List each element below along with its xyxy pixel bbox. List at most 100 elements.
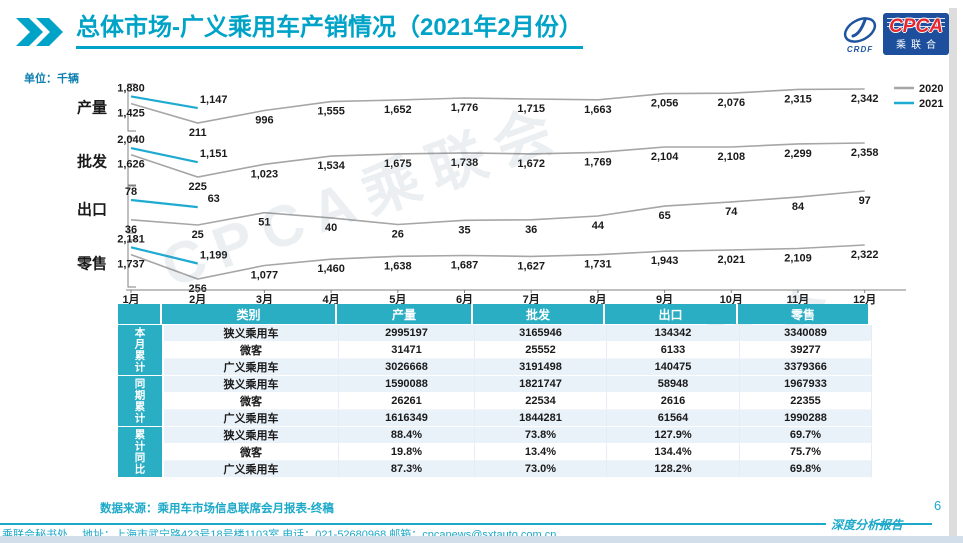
table-cell-value: 1967933 (740, 376, 872, 393)
table-cell-value: 134.4% (607, 444, 740, 461)
table-cell-value: 22534 (475, 393, 607, 410)
data-label-2020: 1,626 (117, 159, 145, 171)
y-axis-bracket (127, 239, 136, 288)
table-cell-value: 3379366 (740, 359, 872, 376)
legend-label: 2021 (919, 98, 943, 110)
table-cell-value: 2616 (607, 393, 740, 410)
table-corner-cell (118, 304, 162, 324)
table-cell-value: 73.0% (475, 461, 607, 478)
x-axis-label: 11月 (787, 293, 810, 306)
series-2020-line (130, 244, 865, 280)
y-axis-bracket (127, 185, 136, 234)
cpca-cn-label: 乘联合 (896, 39, 941, 51)
table-cell-value: 19.8% (339, 444, 475, 461)
cpca-logo-badge: CPCA 乘联合 (883, 13, 949, 55)
table-cell-value: 1590088 (339, 376, 475, 393)
table-cell-value: 1844281 (475, 410, 607, 427)
table-cell-value: 88.4% (339, 427, 475, 444)
data-label-2020: 2,108 (718, 151, 746, 163)
summary-table: 类别 产量 批发 出口 零售 本月累计 同期累计 累计同比 狭义乘用车 2995197 3165… (118, 304, 872, 478)
data-label-2021: 1,880 (117, 82, 145, 94)
data-label-2020: 2,342 (851, 93, 879, 105)
x-axis-label: 8月 (589, 293, 606, 306)
unit-label: 单位：千辆 (24, 73, 79, 85)
table-cell-value: 2995197 (339, 325, 475, 342)
chart-row-label: 批发 (77, 153, 108, 171)
table-cell-value: 61564 (607, 410, 740, 427)
table-column-header: 类别 (162, 304, 337, 324)
table-cell-value: 39277 (740, 342, 872, 359)
data-label-2020: 1,627 (517, 260, 545, 272)
table-rows: 狭义乘用车 2995197 3165946 134342 3340089 微客 31471 2… (164, 325, 872, 478)
data-label-2021: 1,151 (200, 148, 228, 160)
data-label-2020: 2,076 (718, 97, 746, 109)
series-2021-line (130, 198, 198, 209)
data-label-2020: 1,731 (584, 259, 612, 271)
data-label-2021: 63 (208, 193, 220, 205)
x-axis-label: 6月 (456, 293, 473, 306)
scrollbar-track[interactable] (949, 8, 957, 536)
chart-row-label: 出口 (77, 201, 107, 219)
data-label-2020: 26 (392, 229, 404, 241)
data-label-2020: 2,021 (718, 254, 746, 266)
table-cell-category: 微客 (164, 342, 339, 359)
table-cell-value: 3191498 (475, 359, 607, 376)
chart-row-label: 产量 (77, 99, 107, 117)
table-cell-category: 狭义乘用车 (164, 376, 339, 393)
x-axis-label: 12月 (853, 293, 876, 306)
table-cell-value: 75.7% (740, 444, 872, 461)
data-label-2020: 256 (189, 283, 207, 295)
logo-lines (887, 18, 945, 30)
page-title: 总体市场-广义乘用车产销情况（2021年2月份） (76, 14, 583, 49)
data-label-2020: 97 (859, 195, 871, 207)
data-label-2020: 40 (325, 222, 337, 234)
data-label-2020: 84 (792, 201, 805, 213)
table-group-label: 累计同比 (118, 427, 162, 477)
table-cell-value: 69.8% (740, 461, 872, 478)
table-cell-value: 3165946 (475, 325, 607, 342)
table-cell-value: 6133 (607, 342, 740, 359)
table-cell-category: 狭义乘用车 (164, 325, 339, 342)
data-label-2021: 78 (125, 186, 137, 198)
table-row: 狭义乘用车 1590088 1821747 58948 1967933 (164, 376, 872, 393)
table-row: 微客 19.8% 13.4% 134.4% 75.7% (164, 444, 872, 461)
data-label-2020: 1,077 (251, 269, 279, 281)
data-label-2020: 51 (258, 217, 270, 229)
data-label-2020: 1,425 (117, 108, 145, 120)
series-2021-line (130, 246, 198, 265)
x-axis-label: 5月 (389, 293, 406, 306)
table-cell-value: 25552 (475, 342, 607, 359)
data-label-2020: 25 (192, 229, 204, 241)
table-row: 微客 26261 22534 2616 22355 (164, 393, 872, 410)
data-label-2021: 2,040 (117, 134, 145, 146)
table-cell-value: 87.3% (339, 461, 475, 478)
data-label-2020: 2,358 (851, 147, 879, 159)
table-cell-value: 26261 (339, 393, 475, 410)
data-label-2020: 1,555 (317, 106, 345, 118)
table-cell-category: 微客 (164, 444, 339, 461)
data-label-2020: 1,460 (317, 263, 345, 275)
data-label-2020: 2,322 (851, 249, 879, 261)
table-cell-category: 广义乘用车 (164, 359, 339, 376)
data-label-2020: 1,943 (651, 255, 679, 267)
table-column-header: 出口 (605, 304, 738, 324)
series-2020-line (130, 190, 865, 226)
data-label-2020: 44 (592, 220, 605, 232)
data-label-2020: 1,672 (517, 158, 545, 170)
table-group-column: 本月累计 同期累计 累计同比 (118, 325, 162, 478)
data-label-2020: 996 (255, 114, 273, 126)
data-label-2020: 1,715 (517, 103, 545, 115)
series-2020-line (130, 88, 865, 124)
table-cell-category: 广义乘用车 (164, 410, 339, 427)
footer-divider (876, 523, 932, 525)
table-row: 广义乘用车 3026668 3191498 140475 3379366 (164, 359, 872, 376)
data-label-2020: 2,299 (784, 148, 812, 160)
data-label-2020: 2,056 (651, 98, 679, 110)
report-type-label: 深度分析报告 (831, 518, 904, 532)
table-cell-value: 1616349 (339, 410, 475, 427)
bottom-strip (0, 536, 963, 543)
data-label-2020: 2,315 (784, 93, 812, 105)
data-label-2020: 1,738 (451, 157, 479, 169)
series-2020-line (130, 142, 865, 178)
